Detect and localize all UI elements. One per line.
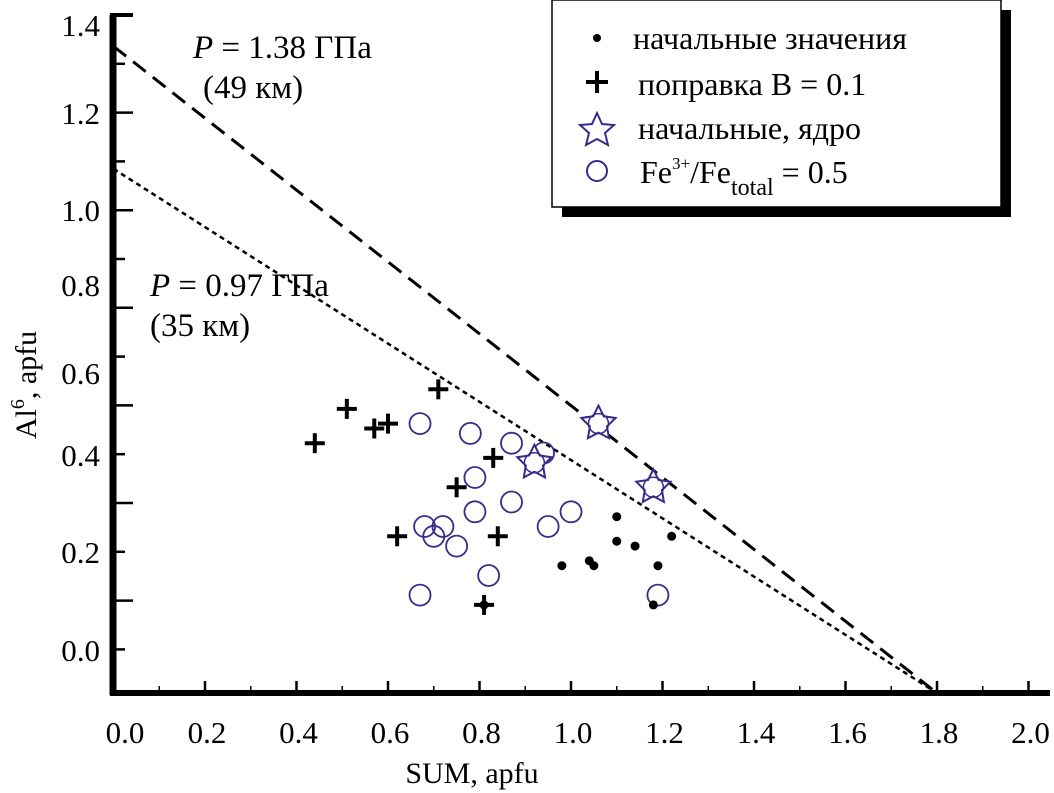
y-tick-label: 1.0: [61, 193, 100, 228]
data-point-cross: [364, 418, 385, 439]
data-point-cross: [487, 526, 508, 547]
legend-label-core: начальные, ядро: [638, 110, 861, 146]
data-point-circle: [463, 500, 487, 524]
x-axis-ticks: [158, 681, 1030, 693]
legend-box: [551, 0, 1002, 208]
data-point-circle: [408, 412, 432, 436]
data-point-circle: [477, 564, 501, 587]
data-point-circle: [500, 490, 523, 514]
data-point-circle: [463, 466, 487, 489]
data-point-dot: [612, 536, 622, 546]
legend-cross-icon: [586, 71, 608, 93]
data-point-star-circle: [587, 412, 610, 435]
legend-label-fe-ratio: Fe3+/Fetotal = 0.5: [640, 154, 848, 201]
y-tick-labels: 1.4 1.2 1.0 0.8 0.6 0.4 0.2 0.0: [61, 8, 100, 668]
data-points: [304, 379, 677, 615]
x-tick-label: 1.4: [737, 715, 776, 750]
x-tick-label: 1.6: [828, 715, 867, 750]
x-tick-label: 1.8: [920, 715, 959, 750]
data-point-circle: [458, 421, 482, 445]
x-tick-label: 0.0: [106, 715, 145, 750]
pressure-line-0-97-gpa: [112, 167, 938, 695]
data-point-circle: [431, 515, 455, 538]
annotation-p-097: P = 0.97 ГПа (35 км): [149, 268, 329, 344]
data-point-cross: [378, 413, 398, 434]
x-axis-title: SUM, apfu: [405, 757, 538, 790]
svg-text:(49 км): (49 км): [203, 70, 303, 106]
data-point-circle: [536, 515, 560, 538]
data-point-dot: [612, 512, 622, 522]
data-point-dot: [557, 561, 567, 571]
data-point-circle: [559, 500, 583, 524]
y-tick-label: 0.8: [61, 268, 100, 303]
data-point-star-circle: [642, 476, 665, 499]
pressure-lines: [112, 45, 938, 695]
data-point-circle: [445, 534, 469, 558]
svg-text:(35 км): (35 км): [150, 308, 250, 344]
data-point-star-circle: [523, 452, 546, 474]
legend-star-icon: [577, 110, 617, 147]
data-point-dot: [630, 541, 640, 551]
y-axis-title: Al6, apfu: [7, 331, 43, 439]
data-point-circle: [500, 431, 523, 455]
legend-label-correction: поправка B = 0.1: [638, 66, 866, 102]
data-point-dot: [667, 531, 677, 541]
x-tick-label: 1.0: [554, 715, 593, 750]
data-point-circle: [646, 583, 670, 607]
x-tick-label: 2.0: [1011, 715, 1050, 750]
x-tick-label: 0.4: [279, 715, 318, 750]
y-axis-ticks: [113, 62, 133, 651]
svg-text:P = 0.97 ГПа: P = 0.97 ГПа: [149, 268, 329, 304]
x-tick-label: 0.2: [188, 715, 227, 750]
data-point-cross: [304, 433, 325, 454]
x-tick-label: 0.6: [371, 715, 410, 750]
y-tick-label: 0.2: [61, 535, 100, 570]
y-tick-label: 0.6: [61, 356, 100, 391]
x-tick-labels: 0.0 0.2 0.4 0.6 0.8 1.0 1.2 1.4 1.6 1.8 2.0: [106, 715, 1050, 750]
legend-circle-icon: [586, 160, 608, 182]
data-point-cross: [387, 526, 408, 547]
svg-text:P = 1.38 ГПа: P = 1.38 ГПа: [192, 30, 372, 66]
x-tick-label: 0.8: [462, 715, 501, 750]
data-point-circle: [408, 583, 432, 607]
data-point-cross: [446, 477, 467, 498]
legend-dot-icon: [593, 34, 601, 42]
data-point-dot: [479, 600, 489, 610]
data-point-dot: [653, 561, 663, 571]
x-tick-label: 1.2: [645, 715, 684, 750]
y-tick-label: 1.4: [61, 8, 100, 43]
legend: начальные значения поправка B = 0.1 нача…: [551, 0, 1011, 217]
data-point-dot: [648, 600, 658, 610]
data-point-dot: [589, 561, 599, 571]
data-point-cross: [428, 379, 449, 400]
legend-label-initial: начальные значения: [633, 20, 907, 56]
y-tick-label: 0.0: [61, 633, 100, 668]
annotation-p-138: P = 1.38 ГПа (49 км): [192, 30, 372, 106]
y-tick-label: 0.4: [61, 438, 100, 473]
y-tick-label: 1.2: [61, 96, 100, 131]
data-point-cross: [336, 398, 357, 419]
data-point-cross: [483, 447, 504, 468]
